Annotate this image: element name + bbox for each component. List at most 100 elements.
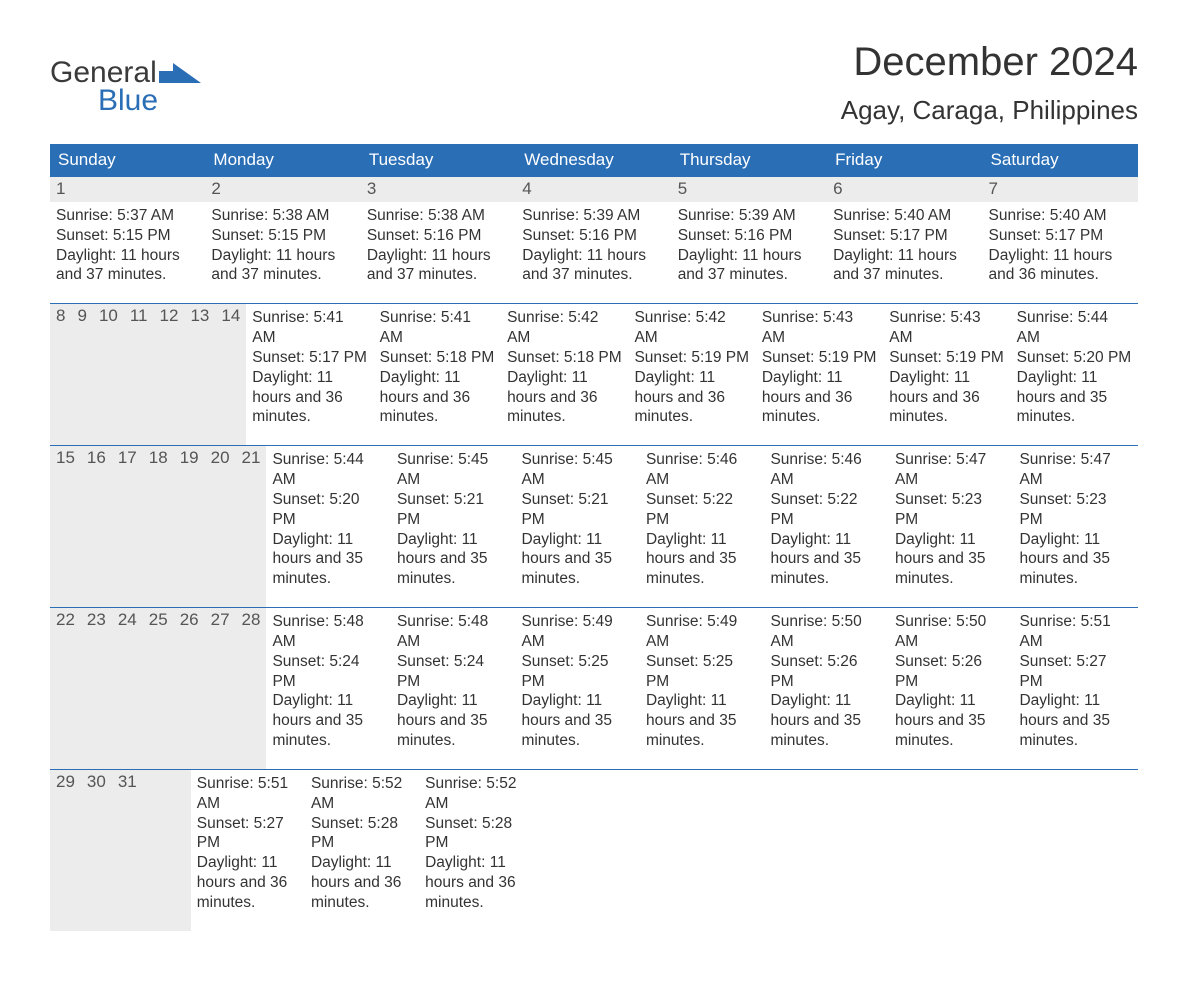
sunrise-text: Sunrise: 5:41 AM (380, 308, 495, 348)
day-cell: Sunrise: 5:51 AMSunset: 5:27 PMDaylight:… (191, 770, 305, 931)
sunrise-text: Sunrise: 5:43 AM (889, 308, 1004, 348)
day-number: 9 (71, 304, 92, 445)
sunset-text: Sunset: 5:26 PM (770, 652, 883, 692)
day-cell-empty (876, 770, 990, 931)
sunrise-text: Sunrise: 5:40 AM (989, 206, 1132, 226)
day-number: 29 (50, 770, 81, 931)
daylight-text: Daylight: 11 hours and 35 minutes. (646, 530, 759, 589)
sunrise-text: Sunrise: 5:49 AM (521, 612, 634, 652)
daylight-text: Daylight: 11 hours and 36 minutes. (507, 368, 622, 427)
sunrise-text: Sunrise: 5:38 AM (367, 206, 510, 226)
sunrise-text: Sunrise: 5:44 AM (1017, 308, 1132, 348)
sunset-text: Sunset: 5:24 PM (272, 652, 385, 692)
day-cell: Sunrise: 5:45 AMSunset: 5:21 PMDaylight:… (391, 446, 516, 607)
daylight-text: Daylight: 11 hours and 35 minutes. (895, 530, 1008, 589)
day-cell: Sunrise: 5:49 AMSunset: 5:25 PMDaylight:… (515, 608, 640, 769)
sunset-text: Sunset: 5:23 PM (1019, 490, 1132, 530)
sunset-text: Sunset: 5:17 PM (252, 348, 367, 368)
sunset-text: Sunset: 5:15 PM (56, 226, 199, 246)
daylight-text: Daylight: 11 hours and 37 minutes. (678, 246, 821, 286)
sunrise-text: Sunrise: 5:52 AM (311, 774, 413, 814)
day-number: 17 (112, 446, 143, 607)
sunrise-text: Sunrise: 5:40 AM (833, 206, 976, 226)
sunrise-text: Sunrise: 5:44 AM (272, 450, 385, 490)
daylight-text: Daylight: 11 hours and 35 minutes. (272, 530, 385, 589)
day-cell-empty (533, 770, 647, 931)
day-number: 14 (215, 304, 246, 445)
day-number: 24 (112, 608, 143, 769)
day-number: 26 (174, 608, 205, 769)
day-number: 12 (154, 304, 185, 445)
daylight-text: Daylight: 11 hours and 35 minutes. (397, 530, 510, 589)
day-cell: Sunrise: 5:49 AMSunset: 5:25 PMDaylight:… (640, 608, 765, 769)
day-number: 28 (236, 608, 267, 769)
daylight-text: Daylight: 11 hours and 36 minutes. (634, 368, 749, 427)
day-number (155, 770, 167, 931)
sunrise-text: Sunrise: 5:50 AM (895, 612, 1008, 652)
day-cell: Sunrise: 5:43 AMSunset: 5:19 PMDaylight:… (756, 304, 883, 445)
sunset-text: Sunset: 5:25 PM (646, 652, 759, 692)
day-header-tuesday: Tuesday (361, 144, 516, 177)
daylight-text: Daylight: 11 hours and 35 minutes. (895, 691, 1008, 750)
sunrise-text: Sunrise: 5:46 AM (646, 450, 759, 490)
calendar: Sunday Monday Tuesday Wednesday Thursday… (50, 144, 1138, 931)
sunrise-text: Sunrise: 5:47 AM (895, 450, 1008, 490)
day-number: 10 (93, 304, 124, 445)
day-number: 2 (205, 177, 360, 202)
sunset-text: Sunset: 5:16 PM (367, 226, 510, 246)
week-row: 1 2 3 4 5 6 7 Sunrise: 5:37 AMSunset: 5:… (50, 177, 1138, 303)
sunset-text: Sunset: 5:16 PM (678, 226, 821, 246)
day-cell: Sunrise: 5:38 AMSunset: 5:16 PMDaylight:… (361, 202, 516, 303)
day-cell: Sunrise: 5:44 AMSunset: 5:20 PMDaylight:… (266, 446, 391, 607)
location-title: Agay, Caraga, Philippines (841, 95, 1138, 126)
day-number: 25 (143, 608, 174, 769)
day-number: 5 (672, 177, 827, 202)
sunset-text: Sunset: 5:20 PM (272, 490, 385, 530)
sunset-text: Sunset: 5:22 PM (646, 490, 759, 530)
daylight-text: Daylight: 11 hours and 36 minutes. (425, 853, 527, 912)
sunset-text: Sunset: 5:17 PM (989, 226, 1132, 246)
sunset-text: Sunset: 5:18 PM (380, 348, 495, 368)
day-cell: Sunrise: 5:41 AMSunset: 5:18 PMDaylight:… (374, 304, 501, 445)
sunrise-text: Sunrise: 5:48 AM (397, 612, 510, 652)
daylight-text: Daylight: 11 hours and 36 minutes. (989, 246, 1132, 286)
daylight-text: Daylight: 11 hours and 35 minutes. (770, 691, 883, 750)
sunrise-text: Sunrise: 5:39 AM (678, 206, 821, 226)
day-number: 18 (143, 446, 174, 607)
sunset-text: Sunset: 5:27 PM (197, 814, 299, 854)
daylight-text: Daylight: 11 hours and 35 minutes. (1019, 530, 1132, 589)
sunset-text: Sunset: 5:21 PM (397, 490, 510, 530)
day-number (143, 770, 155, 931)
sunset-text: Sunset: 5:20 PM (1017, 348, 1132, 368)
day-cell: Sunrise: 5:46 AMSunset: 5:22 PMDaylight:… (640, 446, 765, 607)
day-cell: Sunrise: 5:42 AMSunset: 5:19 PMDaylight:… (628, 304, 755, 445)
day-number: 6 (827, 177, 982, 202)
week-row: 8 9 10 11 12 13 14 Sunrise: 5:41 AMSunse… (50, 303, 1138, 445)
sunrise-text: Sunrise: 5:43 AM (762, 308, 877, 348)
sunset-text: Sunset: 5:19 PM (762, 348, 877, 368)
day-cell-empty (762, 770, 876, 931)
day-cell: Sunrise: 5:52 AMSunset: 5:28 PMDaylight:… (305, 770, 419, 931)
sunset-text: Sunset: 5:26 PM (895, 652, 1008, 692)
sunset-text: Sunset: 5:16 PM (522, 226, 665, 246)
daylight-text: Daylight: 11 hours and 36 minutes. (889, 368, 1004, 427)
day-cell: Sunrise: 5:38 AMSunset: 5:15 PMDaylight:… (205, 202, 360, 303)
day-cell: Sunrise: 5:41 AMSunset: 5:17 PMDaylight:… (246, 304, 373, 445)
sunset-text: Sunset: 5:28 PM (311, 814, 413, 854)
daylight-text: Daylight: 11 hours and 35 minutes. (397, 691, 510, 750)
day-cell: Sunrise: 5:42 AMSunset: 5:18 PMDaylight:… (501, 304, 628, 445)
month-title: December 2024 (841, 40, 1138, 85)
day-number: 31 (112, 770, 143, 931)
day-number: 7 (983, 177, 1138, 202)
sunrise-text: Sunrise: 5:45 AM (521, 450, 634, 490)
day-number: 21 (236, 446, 267, 607)
day-cell: Sunrise: 5:39 AMSunset: 5:16 PMDaylight:… (516, 202, 671, 303)
day-number: 22 (50, 608, 81, 769)
sunset-text: Sunset: 5:25 PM (521, 652, 634, 692)
brand-text-bottom: Blue (98, 86, 201, 116)
sunset-text: Sunset: 5:28 PM (425, 814, 527, 854)
day-cell: Sunrise: 5:46 AMSunset: 5:22 PMDaylight:… (764, 446, 889, 607)
sunset-text: Sunset: 5:19 PM (889, 348, 1004, 368)
day-cell: Sunrise: 5:44 AMSunset: 5:20 PMDaylight:… (1011, 304, 1138, 445)
day-number: 4 (516, 177, 671, 202)
